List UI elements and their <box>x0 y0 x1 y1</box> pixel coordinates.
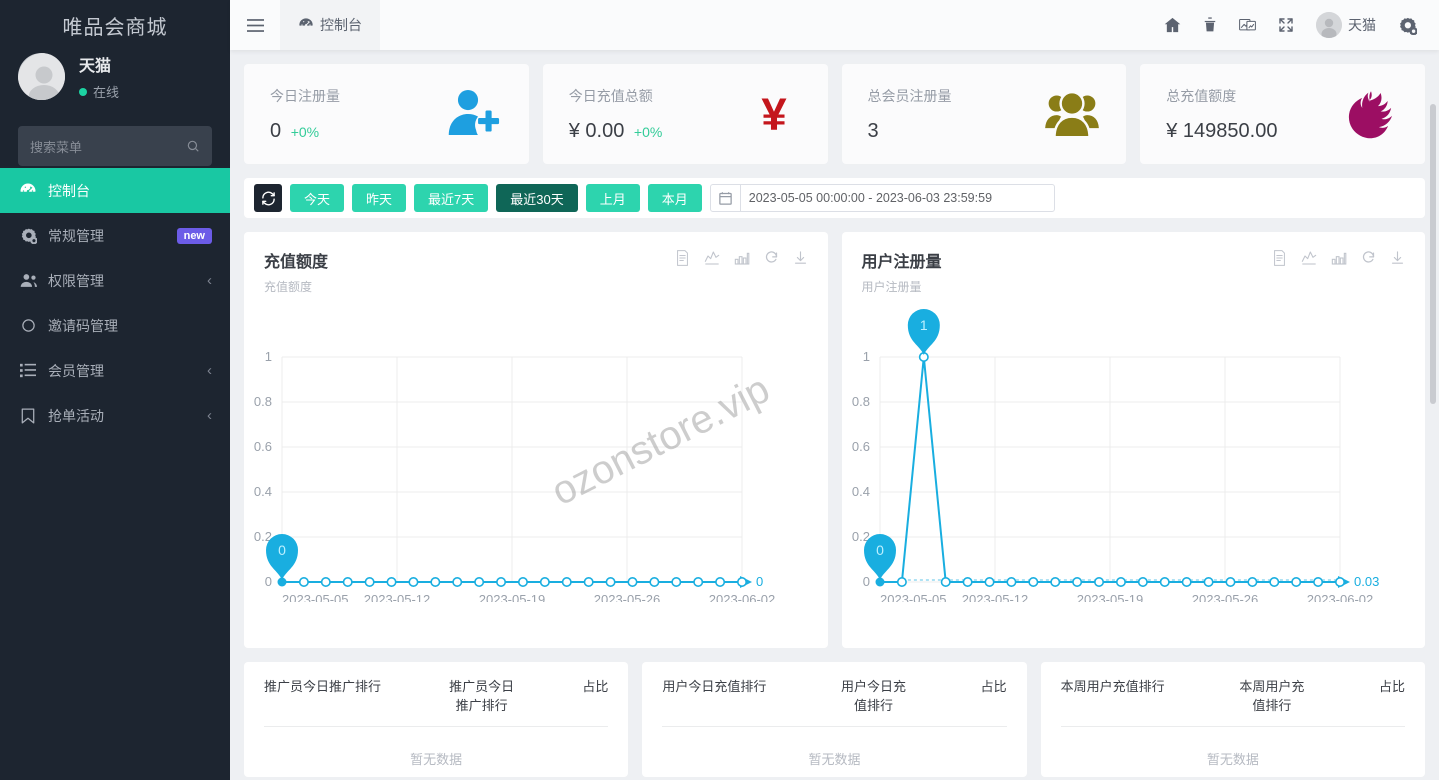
svg-text:0.6: 0.6 <box>254 439 272 454</box>
svg-text:¥: ¥ <box>761 89 787 140</box>
svg-text:2023-05-12: 2023-05-12 <box>961 592 1028 602</box>
svg-text:0: 0 <box>278 542 286 558</box>
svg-text:1: 1 <box>862 349 869 364</box>
svg-text:2023-05-05: 2023-05-05 <box>282 592 349 602</box>
svg-text:0.6: 0.6 <box>851 439 869 454</box>
svg-text:1: 1 <box>265 349 272 364</box>
svg-text:2023-05-12: 2023-05-12 <box>364 592 431 602</box>
svg-text:0.4: 0.4 <box>851 484 869 499</box>
svg-text:0.03: 0.03 <box>1354 574 1379 589</box>
svg-text:0: 0 <box>265 574 272 589</box>
svg-text:2023-05-19: 2023-05-19 <box>479 592 546 602</box>
svg-text:0.8: 0.8 <box>851 394 869 409</box>
svg-text:2023-06-02: 2023-06-02 <box>1306 592 1373 602</box>
svg-text:2023-05-26: 2023-05-26 <box>594 592 661 602</box>
svg-text:2023-05-26: 2023-05-26 <box>1191 592 1258 602</box>
svg-text:2023-05-05: 2023-05-05 <box>880 592 947 602</box>
svg-text:0: 0 <box>862 574 869 589</box>
svg-text:0.4: 0.4 <box>254 484 272 499</box>
svg-text:1: 1 <box>919 317 927 333</box>
svg-text:0: 0 <box>756 574 763 589</box>
svg-text:2023-05-19: 2023-05-19 <box>1076 592 1143 602</box>
svg-text:0: 0 <box>876 542 884 558</box>
svg-text:2023-06-02: 2023-06-02 <box>709 592 776 602</box>
svg-text:0.8: 0.8 <box>254 394 272 409</box>
